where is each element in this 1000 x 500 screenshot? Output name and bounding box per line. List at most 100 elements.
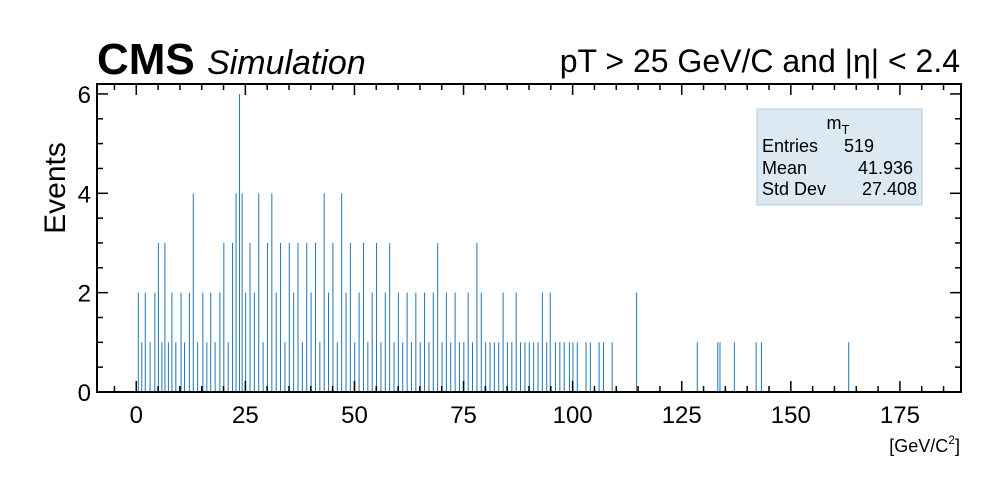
histogram-bin-17 (206, 342, 208, 392)
histogram-bin-77 (463, 342, 465, 392)
histogram-bin-8 (167, 342, 169, 392)
histogram-bin-26 (241, 193, 243, 392)
y-tick-label: 6 (78, 82, 91, 109)
histogram-bin-27 (245, 292, 247, 392)
histogram-bin-32 (266, 242, 268, 392)
histogram-bin-49 (341, 193, 343, 392)
x-tick-label: 75 (450, 402, 477, 429)
histogram-bin-21 (223, 242, 225, 392)
histogram-bin-15 (197, 342, 199, 392)
histogram-bin-88 (511, 342, 513, 392)
histogram-bin-104 (585, 342, 587, 392)
stats-box-frame (756, 108, 923, 206)
histogram-bin-43 (314, 242, 316, 392)
stats-box: mT Entries 519 Mean 41.936 Std Dev 27.40… (756, 108, 923, 206)
histogram-bin-65 (410, 342, 412, 392)
histogram-bin-109 (636, 292, 638, 392)
histogram-bin-94 (537, 342, 539, 392)
histogram-bin-82 (485, 342, 487, 392)
histogram-bin-2 (144, 292, 146, 392)
y-tick-label: 0 (78, 380, 91, 407)
status-label: Simulation (207, 44, 366, 82)
histogram-bin-22 (227, 342, 229, 392)
histogram-bin-114 (755, 342, 757, 392)
histogram-bin-69 (428, 342, 430, 392)
histogram-bin-108 (611, 342, 613, 392)
x-tick-label: 25 (232, 402, 259, 429)
histogram-bin-38 (293, 292, 295, 392)
histogram-bin-41 (306, 242, 308, 392)
histogram-bin-10 (175, 342, 177, 392)
stats-entries-label: Entries (762, 136, 818, 156)
histogram-bin-57 (376, 242, 378, 392)
histogram-bin-60 (389, 242, 391, 392)
histogram-bin-16 (202, 292, 204, 392)
histogram-bin-80 (476, 242, 478, 392)
histogram-bin-9 (171, 292, 173, 392)
histogram-bin-90 (520, 342, 522, 392)
histogram-bin-54 (362, 242, 364, 392)
histogram-bin-1 (141, 342, 143, 392)
histogram-bin-95 (541, 292, 543, 392)
histogram-bin-70 (432, 292, 434, 392)
stats-entries-value: 519 (844, 136, 874, 156)
histogram-bin-98 (554, 342, 556, 392)
histogram-bin-30 (258, 193, 260, 392)
axis-ticks: 0 25 50 75 100 125 150 175 0 2 4 6 (78, 82, 961, 429)
histogram-bin-83 (489, 342, 491, 392)
histogram-bin-116 (848, 342, 850, 392)
histogram-bin-85 (498, 342, 500, 392)
histogram-bin-86 (502, 292, 504, 392)
histogram-bin-7 (164, 242, 166, 392)
histogram-bin-103 (576, 342, 578, 392)
experiment-label: CMS (97, 35, 195, 84)
y-axis-label: Events (39, 142, 72, 234)
histogram-bin-93 (533, 342, 535, 392)
histogram-bin-107 (602, 342, 604, 392)
x-tick-label: 100 (553, 402, 593, 429)
x-tick-label: 175 (880, 402, 920, 429)
x-tick-label: 150 (771, 402, 811, 429)
histogram-bin-28 (249, 242, 251, 392)
histogram-bin-92 (528, 342, 530, 392)
histogram-bin-40 (301, 342, 303, 392)
histogram-bin-71 (437, 242, 439, 392)
histogram-bin-13 (188, 292, 190, 392)
histogram-bin-55 (367, 342, 369, 392)
histogram-bin-115 (760, 342, 762, 392)
histogram-bin-105 (589, 342, 591, 392)
histogram-bin-100 (563, 342, 565, 392)
histogram-bin-39 (297, 242, 299, 392)
histogram-bin-48 (336, 342, 338, 392)
histogram-bars (137, 93, 850, 392)
histogram-bin-0 (137, 292, 139, 392)
histogram-bin-66 (415, 292, 417, 392)
histogram-bin-79 (472, 342, 474, 392)
y-tick-label: 2 (78, 281, 91, 308)
histogram-bin-87 (506, 342, 508, 392)
histogram-bin-74 (450, 342, 452, 392)
histogram-bin-102 (572, 342, 574, 392)
histogram-bin-45 (323, 193, 325, 392)
histogram-bin-91 (524, 342, 526, 392)
histogram-bin-33 (271, 193, 273, 392)
histogram-bin-112 (719, 342, 721, 392)
x-tick-label: 125 (662, 402, 702, 429)
histogram-bin-14 (192, 193, 194, 392)
histogram-bin-35 (280, 242, 282, 392)
histogram-bin-23 (232, 242, 234, 392)
histogram-bin-97 (549, 292, 551, 392)
histogram-bin-12 (184, 342, 186, 392)
histogram-bin-25 (239, 93, 241, 392)
histogram-bin-113 (733, 342, 735, 392)
stats-stddev-label: Std Dev (762, 179, 826, 199)
histogram-bin-75 (454, 292, 456, 392)
stats-stddev-value: 27.408 (862, 179, 917, 199)
histogram-bin-62 (397, 292, 399, 392)
histogram-bin-52 (354, 342, 356, 392)
histogram-bin-29 (253, 292, 255, 392)
histogram-bin-5 (157, 242, 159, 392)
histogram-bin-76 (458, 342, 460, 392)
x-tick-label: 0 (130, 402, 143, 429)
